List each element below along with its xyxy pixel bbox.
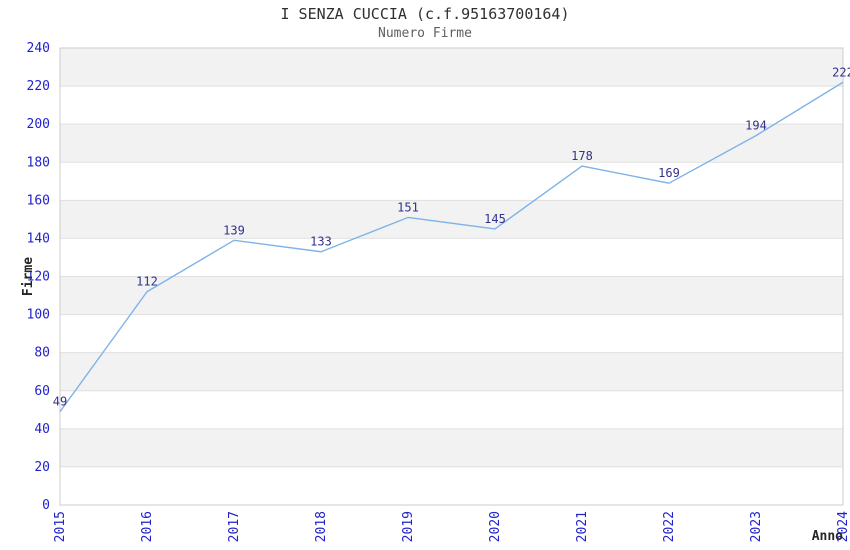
grid-band — [60, 200, 843, 239]
y-tick-label: 220 — [27, 79, 50, 94]
data-point-label: 133 — [310, 235, 332, 249]
chart-subtitle: Numero Firme — [378, 26, 472, 41]
data-point-label: 222 — [832, 65, 850, 79]
x-tick-label: 2024 — [836, 511, 850, 542]
x-axis-title: Anno — [812, 529, 843, 544]
y-tick-label: 200 — [27, 117, 50, 132]
grid-band — [60, 124, 843, 163]
data-point-label: 151 — [397, 200, 419, 214]
y-tick-label: 140 — [27, 231, 50, 246]
data-point-label: 49 — [53, 395, 67, 409]
grid-band — [60, 276, 843, 315]
x-tick-label: 2019 — [401, 511, 416, 542]
x-tick-label: 2015 — [53, 511, 68, 542]
y-axis-title: Firme — [21, 257, 36, 296]
y-tick-label: 160 — [27, 193, 50, 208]
x-tick-label: 2022 — [662, 511, 677, 542]
y-tick-label: 180 — [27, 155, 50, 170]
data-point-label: 112 — [136, 275, 158, 289]
data-point-label: 178 — [571, 149, 593, 163]
grid-band — [60, 428, 843, 467]
x-tick-label: 2016 — [140, 511, 155, 542]
y-tick-label: 20 — [34, 460, 50, 475]
x-tick-label: 2018 — [314, 511, 329, 542]
y-tick-label: 60 — [34, 384, 50, 399]
y-tick-label: 240 — [27, 41, 50, 56]
series-line — [59, 81, 844, 413]
y-tick-label: 40 — [34, 422, 50, 437]
y-tick-label: 120 — [27, 270, 50, 285]
plot-border — [59, 47, 844, 506]
data-point-label: 139 — [223, 223, 245, 237]
x-tick-label: 2017 — [227, 511, 242, 542]
data-point-label: 169 — [658, 166, 680, 180]
grid-band — [60, 48, 843, 87]
y-tick-label: 80 — [34, 346, 50, 361]
y-tick-label: 100 — [27, 308, 50, 323]
data-point-label: 194 — [745, 119, 767, 133]
y-tick-label: 0 — [42, 498, 50, 513]
chart-title: I SENZA CUCCIA (c.f.95163700164) — [280, 5, 570, 23]
grid-band — [60, 352, 843, 391]
x-tick-label: 2020 — [488, 511, 503, 542]
x-tick-label: 2023 — [749, 511, 764, 542]
x-tick-label: 2021 — [575, 511, 590, 542]
data-point-label: 145 — [484, 212, 506, 226]
